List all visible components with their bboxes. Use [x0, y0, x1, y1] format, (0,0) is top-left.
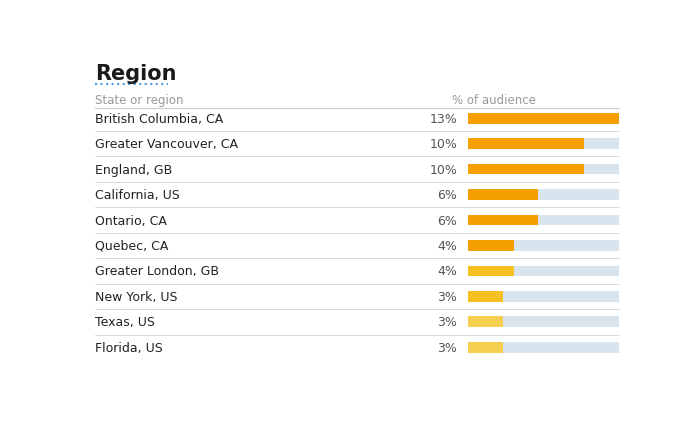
Text: Quebec, CA: Quebec, CA	[95, 240, 169, 253]
Bar	[468, 240, 619, 251]
Text: Ontario, CA: Ontario, CA	[95, 214, 167, 227]
Text: 6%: 6%	[437, 214, 457, 227]
Text: New York, US: New York, US	[95, 290, 178, 303]
Bar	[468, 139, 619, 150]
Bar	[468, 114, 619, 124]
Text: 3%: 3%	[437, 290, 457, 303]
Text: 3%: 3%	[437, 341, 457, 354]
Bar	[468, 164, 619, 175]
Text: Greater Vancouver, CA: Greater Vancouver, CA	[95, 138, 238, 151]
Bar	[468, 190, 619, 201]
Bar	[468, 317, 619, 327]
Bar	[468, 342, 619, 353]
Text: Florida, US: Florida, US	[95, 341, 163, 354]
Text: California, US: California, US	[95, 189, 180, 202]
Bar	[468, 114, 619, 124]
Bar	[468, 317, 503, 327]
Text: 4%: 4%	[437, 240, 457, 253]
Bar	[468, 266, 514, 276]
Text: 3%: 3%	[437, 316, 457, 329]
Bar	[468, 190, 538, 201]
Bar	[468, 215, 619, 226]
Text: State or region: State or region	[95, 94, 184, 107]
Text: British Columbia, CA: British Columbia, CA	[95, 112, 224, 125]
Bar	[468, 164, 584, 175]
Bar	[468, 266, 619, 276]
Text: % of audience: % of audience	[452, 94, 535, 107]
Bar	[468, 291, 503, 302]
Text: 6%: 6%	[437, 189, 457, 202]
Text: England, GB: England, GB	[95, 163, 172, 176]
Text: Greater London, GB: Greater London, GB	[95, 265, 220, 278]
Text: 4%: 4%	[437, 265, 457, 278]
Bar	[468, 240, 514, 251]
Text: Region: Region	[95, 64, 177, 84]
Text: 10%: 10%	[429, 163, 457, 176]
Bar	[468, 139, 584, 150]
Text: 13%: 13%	[429, 112, 457, 125]
Text: 10%: 10%	[429, 138, 457, 151]
Bar	[468, 342, 503, 353]
Text: Texas, US: Texas, US	[95, 316, 155, 329]
Bar	[468, 215, 538, 226]
Bar	[468, 291, 619, 302]
